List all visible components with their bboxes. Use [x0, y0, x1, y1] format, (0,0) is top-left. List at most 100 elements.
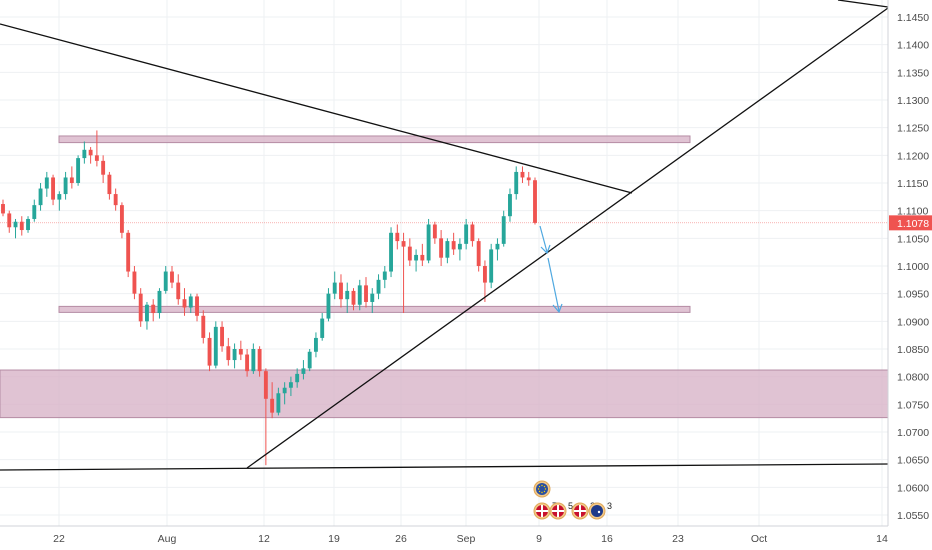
event-au-icon[interactable]: 3 [588, 501, 612, 520]
candle [207, 332, 212, 372]
candle [119, 202, 124, 239]
candle [170, 266, 174, 289]
candle [257, 346, 262, 377]
event-uk-icon[interactable]: 5 [549, 501, 573, 520]
x-tick-label: Sep [457, 533, 476, 545]
upper-trendline[interactable] [0, 23, 633, 194]
candle [201, 310, 206, 344]
x-tick-label: Oct [751, 533, 767, 545]
y-tick-label: 1.0900 [897, 316, 929, 328]
projection-arrow-2 [547, 257, 563, 314]
candle [364, 277, 368, 308]
x-tick-label: Aug [158, 533, 177, 545]
candle [138, 288, 143, 327]
candle [476, 238, 481, 272]
y-tick-label: 1.0650 [897, 455, 929, 467]
candle [151, 299, 156, 322]
candle [445, 238, 450, 264]
candle [432, 221, 437, 244]
candle [307, 349, 312, 372]
y-tick-label: 1.1450 [897, 12, 929, 24]
candle [188, 293, 193, 314]
x-tick-label: 22 [53, 533, 65, 545]
candle [19, 216, 24, 236]
y-tick-label: 1.1200 [897, 150, 929, 162]
candle [44, 171, 49, 197]
candle [351, 288, 356, 311]
candle [88, 147, 93, 164]
candle [370, 288, 375, 314]
candle [76, 155, 81, 186]
projection-arrow-1 [539, 225, 551, 255]
candle [220, 321, 224, 352]
y-tick-label: 1.1250 [897, 123, 929, 135]
candle [457, 238, 462, 261]
y-tick-label: 1.0750 [897, 399, 929, 411]
top-right-trendline[interactable] [837, 0, 889, 8]
rising-trendline[interactable] [246, 7, 889, 469]
x-tick-label: 16 [601, 533, 613, 545]
candle [107, 171, 112, 200]
grid [0, 0, 888, 526]
candle [382, 266, 387, 289]
candle [126, 230, 131, 278]
candle [32, 199, 37, 222]
candle [533, 177, 537, 225]
event-eu-icon[interactable] [533, 480, 551, 498]
candle [326, 288, 331, 322]
bottom-trendline[interactable] [0, 463, 889, 471]
x-axis: 22 Aug 12 19 26 Sep 9 16 23 Oct 14 [53, 533, 888, 545]
candle [213, 321, 218, 369]
candle [320, 313, 325, 341]
resistance-zone[interactable] [58, 135, 691, 144]
candle [69, 166, 74, 189]
x-tick-label: 26 [395, 533, 407, 545]
support-zone[interactable] [58, 305, 691, 313]
y-tick-label: 1.0800 [897, 372, 929, 384]
candle [357, 279, 362, 311]
candle [238, 340, 243, 361]
candle [251, 343, 256, 374]
candle [451, 232, 456, 255]
candle [401, 232, 406, 314]
candle [101, 155, 106, 183]
candle [339, 274, 343, 308]
candle [376, 274, 381, 300]
candle [288, 376, 293, 397]
economic-events[interactable]: 7523 [533, 480, 612, 520]
candle [232, 343, 237, 369]
y-tick-label: 1.0550 [897, 510, 929, 522]
y-axis-background [888, 0, 932, 550]
candle [464, 218, 469, 250]
candle [470, 221, 475, 247]
demand-zone[interactable] [0, 369, 889, 419]
candle [94, 130, 99, 167]
candle [395, 224, 400, 250]
x-tick-label: 9 [536, 533, 542, 545]
y-tick-label: 1.1150 [897, 178, 928, 190]
candle [157, 288, 162, 319]
y-axis: 1.1450 1.1400 1.1350 1.1300 1.1250 1.1200 1.11… [897, 12, 929, 522]
event-count: 3 [607, 501, 612, 511]
candle [501, 210, 506, 247]
candle [282, 382, 287, 405]
x-tick-label: 19 [328, 533, 340, 545]
y-tick-label: 1.0850 [897, 344, 929, 356]
candle [113, 188, 118, 211]
candle [132, 266, 137, 300]
candle [495, 238, 500, 261]
candle [389, 227, 393, 278]
candle [407, 238, 412, 266]
candle [270, 382, 275, 419]
y-tick-label: 1.1350 [897, 67, 929, 79]
candle [489, 243, 494, 289]
candle [508, 188, 512, 222]
candle [26, 216, 30, 233]
candle [182, 288, 187, 316]
candle [245, 349, 250, 377]
candle [7, 210, 12, 233]
candle [226, 337, 231, 366]
candle [276, 387, 281, 416]
candle [314, 332, 318, 358]
